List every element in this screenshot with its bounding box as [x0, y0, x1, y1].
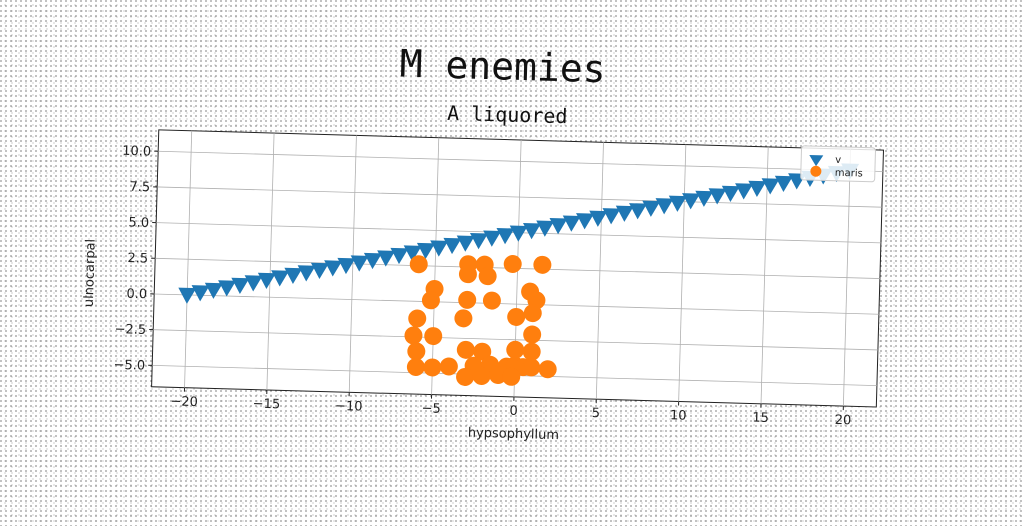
x-tick-label: 0 — [509, 404, 518, 419]
plot-area: −20 −15 −10 −5 0 5 10 15 20 −5.0 −2.5 0.0 2.5 5.0 7.5… — [112, 129, 883, 429]
x-tick-label: −20 — [170, 394, 198, 410]
chart-title: M enemies — [399, 42, 606, 92]
chart-subtitle: A liquored — [447, 101, 568, 128]
x-tick-label: −10 — [335, 399, 363, 415]
y-tick-label: 0.0 — [126, 287, 147, 303]
y-tick-label: −2.5 — [114, 322, 146, 338]
legend: v maris — [801, 146, 876, 182]
x-tick-label: −5 — [421, 401, 441, 417]
y-tick-label: 7.5 — [129, 180, 150, 196]
y-axis-ticks: −5.0 −2.5 0.0 2.5 5.0 7.5 10.0 — [113, 144, 158, 374]
legend-label-v: v — [835, 155, 841, 166]
x-tick-label: −15 — [253, 397, 281, 413]
y-tick-label: 2.5 — [127, 251, 148, 267]
y-tick-label: −5.0 — [113, 358, 145, 374]
y-tick-label: 10.0 — [122, 144, 151, 160]
x-axis-label: hypsophyllum — [468, 426, 560, 444]
y-axis-label: ulnocarpal — [82, 239, 99, 308]
legend-label-maris: maris — [835, 168, 863, 180]
x-tick-label: 20 — [834, 413, 851, 428]
x-tick-label: 15 — [752, 411, 769, 426]
y-tick-label: 5.0 — [128, 215, 149, 231]
x-tick-label: 5 — [592, 406, 601, 421]
x-tick-label: 10 — [670, 408, 687, 423]
